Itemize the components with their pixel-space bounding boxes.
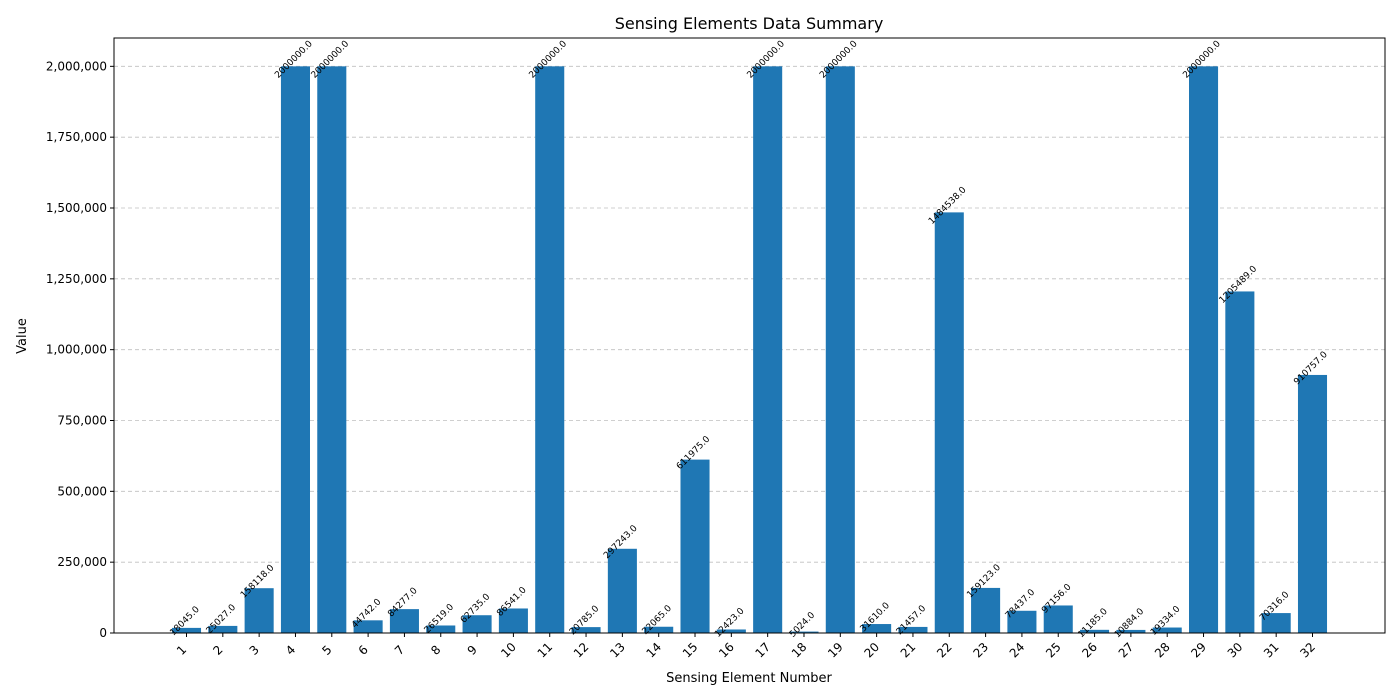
x-tick-label: 32 — [1297, 640, 1318, 661]
x-tick-label: 30 — [1225, 640, 1246, 661]
bar — [1261, 613, 1291, 633]
y-tick-label: 1,000,000 — [46, 343, 107, 357]
bar — [571, 627, 601, 633]
bar — [426, 625, 456, 633]
bar — [898, 626, 928, 633]
x-tick-label: 23 — [970, 640, 991, 661]
x-tick-label: 4 — [283, 643, 298, 658]
x-tick-label: 5 — [319, 643, 334, 658]
x-tick-label: 24 — [1007, 640, 1028, 661]
x-tick-label: 27 — [1116, 640, 1137, 661]
y-tick-label: 1,500,000 — [46, 201, 107, 215]
bar — [535, 66, 565, 634]
bar — [716, 629, 746, 633]
x-tick-label: 28 — [1152, 640, 1173, 661]
x-tick-label: 2 — [210, 643, 225, 658]
y-tick-label: 0 — [99, 626, 107, 640]
x-tick-label: 11 — [535, 640, 556, 661]
y-tick-label: 250,000 — [57, 555, 107, 569]
bar — [280, 66, 310, 634]
x-tick-label: 18 — [789, 640, 810, 661]
bar — [1080, 629, 1110, 633]
x-axis-ticks: 1 2 3 4 5 6 7 8 9 10 11 12 13 14 15 16 17 18 19 20 21 22 23 24 2… — [174, 633, 1318, 661]
bar — [244, 588, 274, 633]
bar — [389, 609, 419, 633]
bar — [1225, 291, 1255, 633]
bar — [208, 625, 238, 633]
x-tick-label: 15 — [680, 640, 701, 661]
x-tick-label: 29 — [1188, 640, 1209, 661]
bar — [1007, 610, 1037, 633]
x-tick-label: 14 — [644, 640, 665, 661]
bar — [1189, 66, 1219, 634]
x-tick-label: 17 — [752, 640, 773, 661]
x-tick-label: 16 — [716, 640, 737, 661]
bar — [498, 608, 528, 633]
x-tick-label: 7 — [392, 643, 407, 658]
x-tick-label: 6 — [356, 643, 371, 658]
x-tick-label: 8 — [428, 643, 443, 658]
bar — [317, 66, 347, 634]
plot-frame — [113, 37, 1386, 634]
x-tick-label: 3 — [247, 643, 262, 658]
bar — [1043, 605, 1073, 633]
bar — [934, 212, 964, 633]
y-axis-ticks: 0 250,000 500,000 750,000 1,000,000 1,250,000… — [46, 59, 114, 640]
x-tick-label: 21 — [898, 640, 919, 661]
bar — [1116, 629, 1146, 633]
bar — [644, 626, 674, 633]
chart-title: Sensing Elements Data Summary — [615, 14, 884, 33]
x-tick-label: 25 — [1043, 640, 1064, 661]
y-axis-label: Value — [15, 318, 30, 354]
bar — [607, 548, 637, 633]
x-tick-label: 9 — [465, 643, 480, 658]
x-tick-label: 26 — [1079, 640, 1100, 661]
bar — [1152, 627, 1182, 633]
bar — [971, 587, 1001, 633]
bar — [862, 624, 892, 633]
y-tick-label: 500,000 — [57, 484, 107, 498]
x-axis-label: Sensing Element Number — [666, 671, 832, 686]
y-tick-label: 1,750,000 — [46, 130, 107, 144]
x-tick-label: 13 — [607, 640, 628, 661]
bar — [1297, 374, 1328, 633]
x-tick-label: 1 — [174, 643, 189, 658]
x-tick-label: 19 — [825, 640, 846, 661]
bar — [753, 66, 783, 634]
y-tick-label: 750,000 — [57, 414, 107, 428]
y-tick-label: 1,250,000 — [46, 272, 107, 286]
x-tick-label: 10 — [498, 640, 519, 661]
bar — [462, 615, 492, 633]
y-tick-label: 2,000,000 — [46, 59, 107, 73]
x-tick-label: 31 — [1261, 640, 1282, 661]
bar — [789, 631, 819, 633]
bar — [171, 627, 202, 633]
x-tick-label: 12 — [571, 640, 592, 661]
x-tick-label: 20 — [861, 640, 882, 661]
bars — [171, 66, 1328, 634]
bar — [353, 620, 383, 633]
bar — [825, 66, 855, 634]
x-tick-label: 22 — [934, 640, 955, 661]
bar — [680, 459, 710, 633]
